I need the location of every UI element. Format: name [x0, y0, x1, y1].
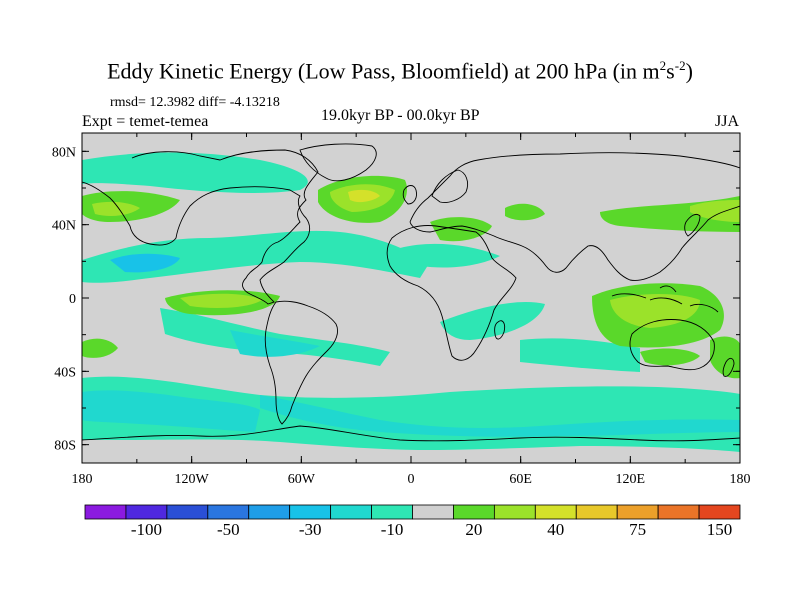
indian-cyan: [520, 338, 640, 372]
indonesia-coast: [611, 285, 719, 313]
australia-coast: [629, 319, 715, 371]
coastlines: [82, 143, 740, 442]
colorbar-swatch: [289, 504, 332, 520]
scandinavia-coast: [431, 169, 469, 203]
atlantic-cyan: [400, 243, 500, 268]
colorbar-swatch: [207, 504, 250, 520]
lat-tick-label: 80N: [52, 145, 76, 160]
chart-title: Eddy Kinetic Energy (Low Pass, Bloomfiel…: [107, 58, 693, 84]
lon-tick-label: 180: [72, 472, 93, 487]
greenland-coast: [299, 143, 377, 182]
eurasia-coast: [409, 152, 740, 281]
axis-tick-labels: 80N 40N 0 40S 80S 180 120W 60W 0 60E 120E 180: [52, 145, 751, 487]
season-label: JJA: [715, 113, 740, 130]
canada-cyan: [180, 168, 290, 190]
antarctica-coast: [82, 425, 740, 442]
north-pacific-yellow: [92, 201, 140, 216]
north-atlantic-core: [348, 189, 380, 203]
southern-blue-band: [260, 395, 740, 437]
mediterranean-green: [430, 217, 492, 242]
colorbar-swatch: [698, 504, 741, 520]
lat-tick-label: 40N: [52, 219, 76, 234]
tropical-east-pacific-green: [82, 338, 118, 358]
colorbar-swatch: [248, 504, 291, 520]
south-atlantic-cyan: [440, 302, 545, 340]
colorbar-swatch: [657, 504, 700, 520]
colorbar-swatch: [84, 504, 127, 520]
east-pacific-yellow: [180, 293, 262, 308]
experiment-label: Expt = temet-temea: [82, 113, 209, 130]
madagascar-coast: [494, 320, 506, 340]
lat-tick-label: 0: [69, 292, 76, 307]
lat-tick-label: 80S: [54, 439, 76, 454]
colorbar-label: 75: [629, 520, 647, 539]
colorbar-label: 20: [465, 520, 483, 539]
colorbar-label: 150: [706, 520, 733, 539]
south-pacific-cyan: [82, 390, 260, 432]
colorbar-label: -30: [298, 520, 322, 539]
japan-coast: [684, 213, 701, 237]
lon-tick-label: 120W: [175, 472, 210, 487]
north-america-coast: [82, 149, 319, 305]
colorbar-swatch: [616, 504, 659, 520]
central-pacific-cyan: [160, 308, 390, 366]
period-label: 19.0kyr BP - 00.0kyr BP: [321, 107, 480, 124]
uk-coast: [402, 185, 417, 205]
south-america-coast: [264, 300, 339, 425]
east-pacific-cyan: [230, 330, 320, 357]
colorbar-label: 40: [547, 520, 565, 539]
colorbar-label: -10: [380, 520, 404, 539]
contour-fills: [82, 152, 740, 452]
lon-tick-label: 120E: [616, 472, 646, 487]
colorbar-swatch: [412, 504, 454, 520]
colorbar-swatch: [493, 504, 536, 520]
western-pacific-yellow: [690, 200, 740, 222]
australia-green: [640, 348, 700, 366]
africa-coast: [386, 225, 517, 361]
stats-text: rmsd= 12.3982 diff= -4.13218: [110, 95, 280, 110]
colorbar-swatch: [534, 504, 577, 520]
north-pacific-blue-core: [110, 253, 180, 273]
lon-tick-label: 60W: [288, 472, 316, 487]
lon-tick-label: 60E: [509, 472, 532, 487]
colorbar: [84, 504, 741, 520]
lon-tick-label: 180: [730, 472, 751, 487]
new-zealand-coast: [722, 357, 735, 377]
colorbar-swatch: [575, 504, 618, 520]
colorbar-swatch: [371, 504, 413, 520]
colorbar-label: -100: [130, 520, 162, 539]
colorbar-swatch: [453, 504, 495, 520]
colorbar-swatch: [330, 504, 372, 520]
colorbar-swatch: [125, 504, 168, 520]
colorbar-swatch: [166, 504, 209, 520]
north-pacific-cyan-band: [82, 230, 430, 283]
lat-tick-label: 40S: [54, 365, 76, 380]
caspian-green: [505, 203, 545, 221]
axis-ticks: [81, 133, 741, 463]
colorbar-label: -50: [216, 520, 240, 539]
lon-tick-label: 0: [408, 472, 415, 487]
